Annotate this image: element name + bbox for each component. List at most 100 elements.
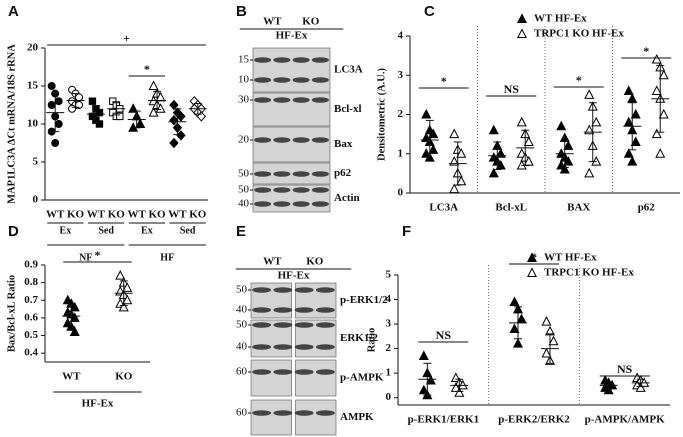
blot-row-label: p-ERK1/2	[340, 294, 388, 306]
data-point	[516, 116, 527, 127]
x-tick-label: WT	[62, 371, 81, 383]
y-tick-label: 3	[398, 69, 404, 81]
significance-label: *	[144, 62, 150, 76]
data-point	[418, 384, 429, 395]
x-tick-label: p62	[638, 202, 656, 214]
y-tick-label: 5	[33, 156, 39, 168]
data-point	[122, 294, 133, 305]
blot-background	[250, 399, 292, 436]
data-point	[635, 382, 646, 392]
data-point	[128, 103, 139, 113]
mw-marker: 50	[238, 168, 250, 180]
significance-label: +	[123, 31, 130, 45]
blot-background	[252, 126, 331, 163]
data-point	[122, 282, 133, 292]
blot-row-label: p-AMPK	[340, 372, 384, 384]
panel-letter: E	[236, 223, 246, 240]
blot-band	[254, 97, 272, 103]
data-point	[623, 148, 634, 158]
lane-label: KO	[302, 16, 320, 28]
significance-label: NS	[617, 362, 633, 376]
data-point	[651, 128, 662, 139]
blot-band	[273, 344, 293, 350]
blot-band	[311, 77, 329, 83]
blot-band	[294, 322, 314, 328]
data-point	[169, 99, 179, 111]
blot-band	[273, 171, 291, 177]
blot-band	[273, 287, 293, 293]
data-point	[456, 175, 467, 186]
data-point	[148, 107, 159, 117]
legend-label: WT HF-Ex	[544, 252, 597, 264]
data-point	[47, 101, 56, 109]
blot-row-label: AMPK	[340, 411, 374, 423]
x-tick-label: KO	[67, 209, 85, 221]
legend-label: TRPC1 KO HF-Ex	[544, 267, 634, 279]
data-point	[563, 156, 574, 166]
panel-letter: F	[402, 223, 411, 240]
blot-band	[273, 97, 291, 103]
y-axis-label: Densitometric (A.U.)	[376, 67, 387, 161]
data-point	[456, 148, 467, 158]
x-tick-label: Bcl-xL	[495, 202, 527, 214]
mw-marker: 15	[238, 54, 250, 66]
blot-row-label: p62	[334, 167, 352, 179]
data-point	[115, 270, 126, 280]
blot-row-label: LC3A	[334, 64, 363, 76]
lane-label: WT	[263, 256, 282, 268]
y-tick-label: 1	[398, 147, 404, 159]
blot-band	[254, 77, 272, 83]
blot-band	[311, 137, 329, 143]
y-tick-label: 0.5	[24, 329, 38, 341]
panel-letter: D	[8, 223, 19, 240]
blot-band	[315, 410, 335, 416]
group-label: NF	[79, 252, 92, 263]
data-point	[630, 136, 641, 146]
significance-label: NS	[504, 82, 520, 96]
data-point	[54, 97, 63, 106]
data-point	[541, 347, 552, 358]
blot-band	[315, 307, 335, 313]
data-point	[118, 301, 129, 312]
x-tick-label: WT	[168, 209, 187, 221]
x-tick-label: p-ERK1/ERK1	[408, 414, 480, 426]
data-point	[523, 136, 534, 146]
data-point	[68, 104, 77, 113]
data-point	[69, 301, 80, 312]
legend-marker	[516, 28, 528, 38]
group-label: Ex	[60, 225, 72, 236]
blot-band	[315, 369, 335, 375]
group-label: HF	[160, 252, 174, 263]
blot-background	[252, 47, 331, 93]
data-point	[541, 316, 552, 326]
y-tick-label: 0.4	[24, 347, 38, 359]
y-axis-label: Ratio	[366, 328, 377, 353]
y-tick-label: 1	[386, 367, 392, 379]
mw-marker: 10	[238, 74, 250, 86]
mw-marker: 40	[238, 198, 250, 210]
data-point	[116, 112, 124, 121]
data-point	[563, 140, 574, 150]
blot-band	[311, 57, 329, 63]
data-point	[95, 108, 104, 117]
x-tick-label: p-AMPK/AMPK	[585, 414, 665, 426]
data-point	[51, 139, 60, 147]
data-point	[69, 312, 80, 322]
data-point	[509, 323, 520, 333]
significance-label: *	[441, 74, 447, 88]
data-point	[556, 120, 567, 131]
blot-band	[273, 307, 293, 313]
mw-marker: 50	[238, 184, 250, 196]
blot-band	[273, 137, 291, 143]
blot-band	[315, 322, 335, 328]
y-tick-label: 10	[27, 118, 39, 130]
data-point	[169, 137, 179, 149]
y-tick-label: 4	[398, 30, 404, 42]
y-tick-label: 0.9	[24, 259, 38, 271]
blot-band	[292, 201, 310, 207]
data-point	[421, 108, 432, 119]
data-point	[584, 167, 595, 178]
panel-letter: C	[424, 3, 435, 20]
x-tick-label: LC3A	[429, 202, 458, 214]
significance-label: *	[576, 73, 582, 87]
